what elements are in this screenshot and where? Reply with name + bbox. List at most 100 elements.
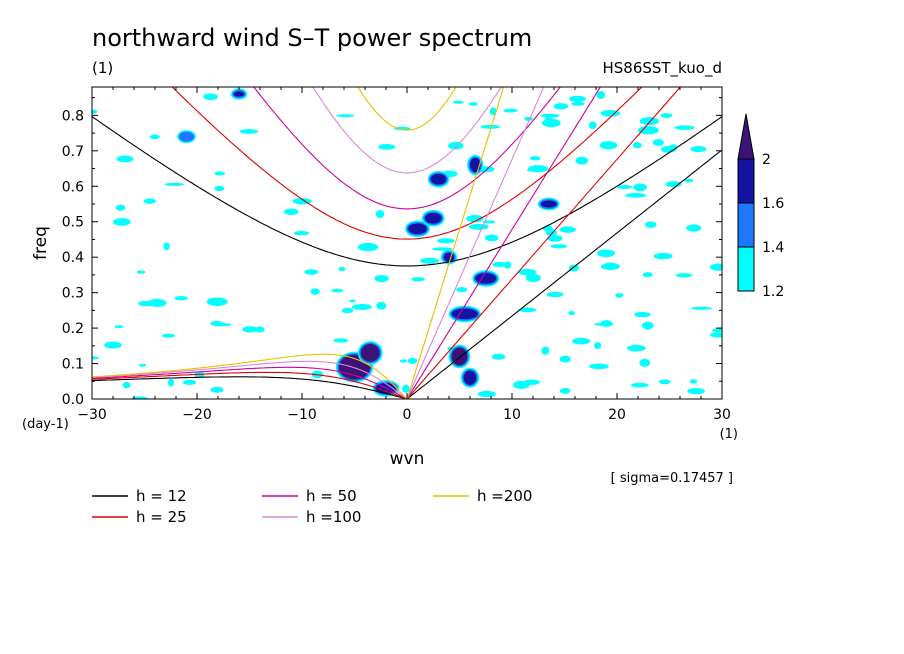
x-tick-label: −30 <box>77 407 107 423</box>
heatmap-speckle <box>468 223 489 230</box>
heatmap-speckle <box>468 102 478 106</box>
heatmap-speckle <box>529 156 541 161</box>
legend-label: h = 50 <box>306 487 357 505</box>
heatmap-speckle <box>167 378 175 387</box>
legend-label: h =200 <box>477 487 532 505</box>
dispersion-curve-h100-kelvin <box>406 87 545 399</box>
heatmap-speckle <box>376 301 387 310</box>
heatmap-speckle <box>420 257 440 264</box>
heatmap-layer <box>92 88 722 399</box>
dispersion-curve-h200-rossby <box>92 353 408 399</box>
heatmap-speckle <box>632 142 642 149</box>
heatmap-speckle <box>637 126 659 135</box>
chart-subtitle-right: HS86SST_kuo_d <box>602 59 722 78</box>
y-tick-label: 0.7 <box>62 144 84 160</box>
heatmap-speckle <box>641 321 654 330</box>
heatmap-speckle <box>541 118 561 128</box>
heatmap-speckle <box>378 143 396 150</box>
heatmap-speckle <box>239 129 259 134</box>
colorbar-extension-arrow <box>737 113 755 160</box>
x-tick-label: −20 <box>182 407 212 423</box>
heatmap-speckle <box>540 113 560 118</box>
heatmap-speckle <box>639 358 651 367</box>
heatmap-speckle <box>310 288 320 295</box>
heatmap-speckle <box>559 226 576 233</box>
y-tick-label: 0.6 <box>62 179 84 195</box>
dispersion-curve-h25-gravity <box>171 87 643 240</box>
heatmap-speckle <box>137 300 154 307</box>
heatmap-speckle <box>513 380 530 390</box>
heatmap-region-core <box>451 347 468 366</box>
dispersion-curve-h12-gravity <box>92 116 722 267</box>
heatmap-speckle <box>684 178 694 183</box>
heatmap-speckle <box>92 356 99 360</box>
y-tick-label: 0.3 <box>62 286 84 302</box>
heatmap-speckle <box>660 145 677 153</box>
heatmap-speckle <box>466 214 484 223</box>
heatmap-speckle <box>568 310 575 316</box>
heatmap-speckle <box>293 231 310 236</box>
heatmap-speckle <box>518 268 537 276</box>
heatmap-speckle <box>615 293 624 298</box>
legend-label: h = 25 <box>136 508 187 526</box>
x-axis-label: wvn <box>390 449 425 469</box>
legend-label: h =100 <box>306 508 361 526</box>
heatmap-speckle <box>626 344 646 352</box>
heatmap-speckle <box>675 273 693 278</box>
heatmap-speckle <box>572 337 591 345</box>
heatmap-speckle <box>559 387 571 394</box>
heatmap-speckle <box>630 382 649 388</box>
heatmap-speckle <box>597 249 616 258</box>
heatmap-speckle <box>477 390 496 398</box>
heatmap-region-core <box>475 273 497 284</box>
heatmap-speckle <box>503 108 518 113</box>
heatmap-speckle <box>456 287 468 293</box>
heatmap-speckle <box>407 357 418 365</box>
heatmap-speckle <box>164 182 185 186</box>
heatmap-speckle <box>625 193 646 198</box>
heatmap-region-core <box>424 212 442 224</box>
colorbar-label: 1.4 <box>762 240 784 256</box>
heatmap-speckle <box>149 134 160 140</box>
heatmap-speckle <box>484 234 499 242</box>
heatmap-speckle <box>553 103 569 110</box>
dispersion-curve-h50-rossby <box>92 366 408 399</box>
colorbar-segment <box>737 158 755 204</box>
heatmap-speckle <box>341 307 354 314</box>
heatmap-speckle <box>333 338 349 343</box>
heatmap-speckle <box>596 90 606 100</box>
dispersion-curve-h25-kelvin <box>406 87 682 399</box>
x-axis-unit: (1) <box>720 427 738 442</box>
heatmap-speckle <box>357 242 379 252</box>
dispersion-curve-h12-rossby <box>92 376 408 399</box>
y-tick-label: 0.1 <box>62 357 84 373</box>
heatmap-region-core <box>408 223 427 235</box>
heatmap-speckle <box>658 379 671 385</box>
x-tick-label: 10 <box>503 407 521 423</box>
heatmap-speckle <box>115 204 126 211</box>
dispersion-curve-h100-gravity <box>312 87 502 174</box>
heatmap-speckle <box>206 297 228 306</box>
heatmap-speckle <box>242 326 258 333</box>
heatmap-speckle <box>482 220 496 224</box>
heatmap-speckle <box>122 381 131 389</box>
heatmap-region-core <box>430 173 447 185</box>
heatmap-speckle <box>489 107 497 116</box>
heatmap-region-core <box>180 133 193 141</box>
colorbar-segment <box>737 246 755 292</box>
heatmap-speckle <box>448 141 464 150</box>
heatmap-speckle <box>588 121 597 129</box>
heatmap-region-core <box>443 252 455 262</box>
y-tick-label: 0.0 <box>62 392 84 408</box>
x-tick-label: −10 <box>287 407 317 423</box>
heatmap-speckle <box>690 146 707 153</box>
sigma-annotation: [ sigma=0.17457 ] <box>611 471 733 486</box>
heatmap-speckle <box>437 238 455 244</box>
heatmap-speckle <box>519 307 536 313</box>
heatmap-speckle <box>393 126 411 131</box>
dispersion-curve-h100-rossby <box>92 360 408 399</box>
heatmap-speckle <box>399 359 408 363</box>
heatmap-speckle <box>639 117 659 126</box>
heatmap-speckle <box>92 109 98 114</box>
